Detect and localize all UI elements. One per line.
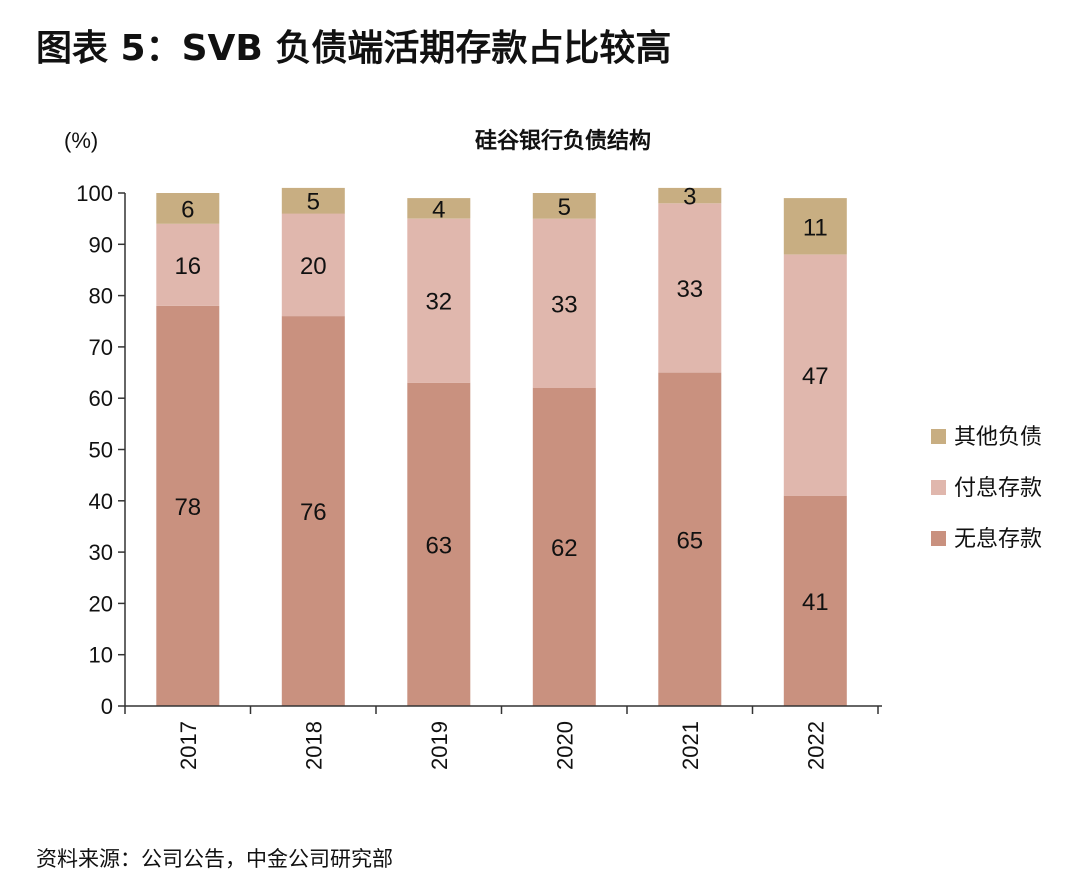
legend-label-0: 其他负债 [954,425,1042,450]
data-label-2017-series-2: 6 [181,196,194,223]
data-label-2019-series-0: 63 [425,532,452,559]
bar-2022-series-1 [783,254,847,496]
y-tick-label-0: 0 [101,694,113,719]
bar-2022-series-0 [783,495,847,706]
bar-2017-series-1 [156,223,220,306]
bar-2020-series-2 [532,193,596,219]
y-unit-label: (%) [64,128,98,153]
y-tick-label-90: 90 [89,232,113,257]
data-label-2017-series-1: 16 [174,253,201,280]
data-label-2021-series-2: 3 [683,184,696,211]
x-tick-label-2018: 2018 [301,721,326,770]
figure-title: 图表 5：SVB 负债端活期存款占比较高 [36,28,671,69]
data-label-2019-series-1: 32 [425,289,452,316]
legend-swatch-1 [931,480,946,495]
x-tick-label-2019: 2019 [427,721,452,770]
data-label-2018-series-0: 76 [300,499,327,526]
data-label-2021-series-0: 65 [676,527,703,554]
legend-swatch-0 [931,429,946,444]
y-tick-label-40: 40 [89,489,113,514]
bar-2019-series-1 [407,218,471,383]
x-tick-label-2020: 2020 [552,721,577,770]
x-tick-label-2021: 2021 [678,721,703,770]
x-tick-label-2017: 2017 [176,721,201,770]
data-label-2018-series-2: 5 [307,189,320,216]
bar-2018-series-0 [281,316,345,706]
legend-label-2: 无息存款 [954,527,1042,552]
data-label-2022-series-0: 41 [802,589,829,616]
data-label-2019-series-2: 4 [432,196,445,223]
bar-2020-series-0 [532,387,596,706]
data-label-2020-series-1: 33 [551,291,578,318]
legend-swatch-2 [931,531,946,546]
bar-2022-series-2 [783,198,847,255]
bar-2019-series-2 [407,198,471,219]
y-tick-label-20: 20 [89,591,113,616]
data-label-2021-series-1: 33 [676,276,703,303]
data-label-2020-series-0: 62 [551,535,578,562]
y-tick-label-50: 50 [89,438,113,463]
y-tick-label-100: 100 [76,181,113,206]
y-tick-label-30: 30 [89,540,113,565]
data-label-2018-series-1: 20 [300,253,327,280]
bar-2020-series-1 [532,218,596,388]
bar-2019-series-0 [407,382,471,706]
x-tick-label-2022: 2022 [803,721,828,770]
bar-2017-series-0 [156,305,220,706]
bar-2021-series-0 [658,372,722,706]
y-tick-label-70: 70 [89,335,113,360]
data-label-2022-series-1: 47 [802,363,829,390]
plot-area: 7816676205633246233565333414711010203040… [76,181,882,770]
bar-2018-series-1 [281,213,345,317]
bar-2017-series-2 [156,193,220,224]
bar-2018-series-2 [281,187,345,214]
y-tick-label-80: 80 [89,284,113,309]
source-note: 资料来源：公司公告，中金公司研究部 [36,847,393,871]
y-tick-label-10: 10 [89,643,113,668]
data-label-2017-series-0: 78 [174,494,201,521]
chart-title: 硅谷银行负债结构 [475,128,651,154]
data-label-2022-series-2: 11 [803,214,828,241]
data-label-2020-series-2: 5 [558,194,571,221]
y-tick-label-60: 60 [89,386,113,411]
legend-label-1: 付息存款 [954,476,1042,501]
bar-2021-series-2 [658,187,722,204]
bar-2021-series-1 [658,203,722,373]
